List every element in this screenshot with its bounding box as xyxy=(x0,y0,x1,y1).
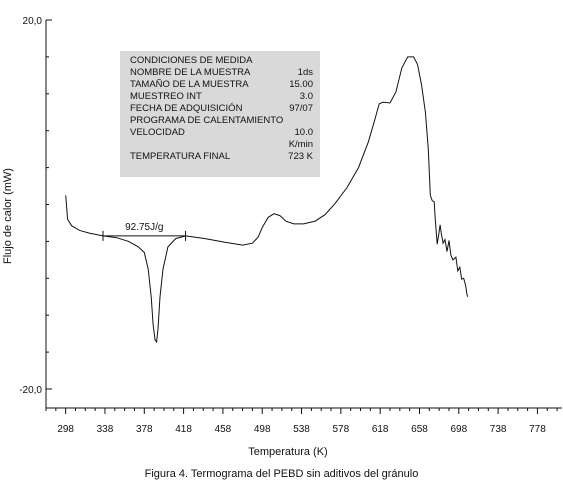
axes: 20,0 -20,0 298 338 378 418 458 498 538 578 618 658 6… xyxy=(19,16,562,435)
x-tick-label: 378 xyxy=(136,424,153,435)
x-tick-label: 338 xyxy=(97,424,114,435)
info-box-background xyxy=(120,51,320,177)
info-row-label: MUESTREO INT xyxy=(130,91,202,102)
y-tick-label: -20,0 xyxy=(19,385,42,396)
info-row-label: NOMBRE DE LA MUESTRA xyxy=(130,67,251,78)
x-tick-label: 658 xyxy=(411,424,428,435)
info-row-value: 10.0 xyxy=(295,127,314,138)
x-tick-label: 618 xyxy=(372,424,389,435)
info-row-label: VELOCIDAD xyxy=(130,127,185,138)
info-row-value: K/min xyxy=(289,139,313,150)
x-tick-label: 538 xyxy=(293,424,310,435)
info-row-value: 1ds xyxy=(298,67,314,78)
info-row-label: FECHA DE ADQUISICIÓN xyxy=(130,103,243,114)
info-row-value: 97/07 xyxy=(289,103,313,114)
y-axis-title: Flujo de calor (mW) xyxy=(2,168,14,264)
x-tick-label: 458 xyxy=(215,424,232,435)
x-tick-label: 778 xyxy=(529,424,546,435)
info-row-value: 15.00 xyxy=(289,79,313,90)
x-tick-label: 698 xyxy=(450,424,467,435)
info-row-label: TEMPERATURA FINAL xyxy=(130,151,230,162)
x-tick-label: 578 xyxy=(333,424,350,435)
info-row-label: TAMAÑO DE LA MUESTRA xyxy=(130,79,249,90)
info-row-label: CONDICIONES DE MEDIDA xyxy=(130,55,253,66)
heat-flow-curve xyxy=(65,56,469,344)
figure-caption: Figura 4. Termograma del PEBD sin aditiv… xyxy=(144,468,419,480)
y-tick-label: 20,0 xyxy=(23,16,43,27)
info-row-value: 3.0 xyxy=(300,91,313,102)
info-row-value: 723 K xyxy=(288,151,313,162)
x-tick-label: 738 xyxy=(490,424,507,435)
x-axis-title: Temperatura (K) xyxy=(248,446,327,458)
x-tick-label: 418 xyxy=(175,424,192,435)
annotation-label: 92.75J/g xyxy=(125,222,163,233)
info-row-label: PROGRAMA DE CALENTAMIENTO xyxy=(130,115,283,126)
x-tick-label: 298 xyxy=(57,424,74,435)
x-tick-label: 498 xyxy=(254,424,271,435)
